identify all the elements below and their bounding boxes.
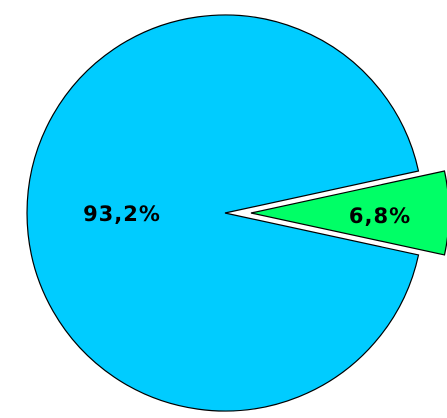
pie-slices (26, 14, 447, 412)
pie-labels: 93,2% 6,8% (83, 202, 411, 228)
pie-slice-exploded (250, 170, 447, 256)
slice-label-exploded: 6,8% (349, 204, 411, 228)
slice-label-main: 93,2% (83, 202, 161, 226)
pie-slice-main (26, 14, 420, 412)
